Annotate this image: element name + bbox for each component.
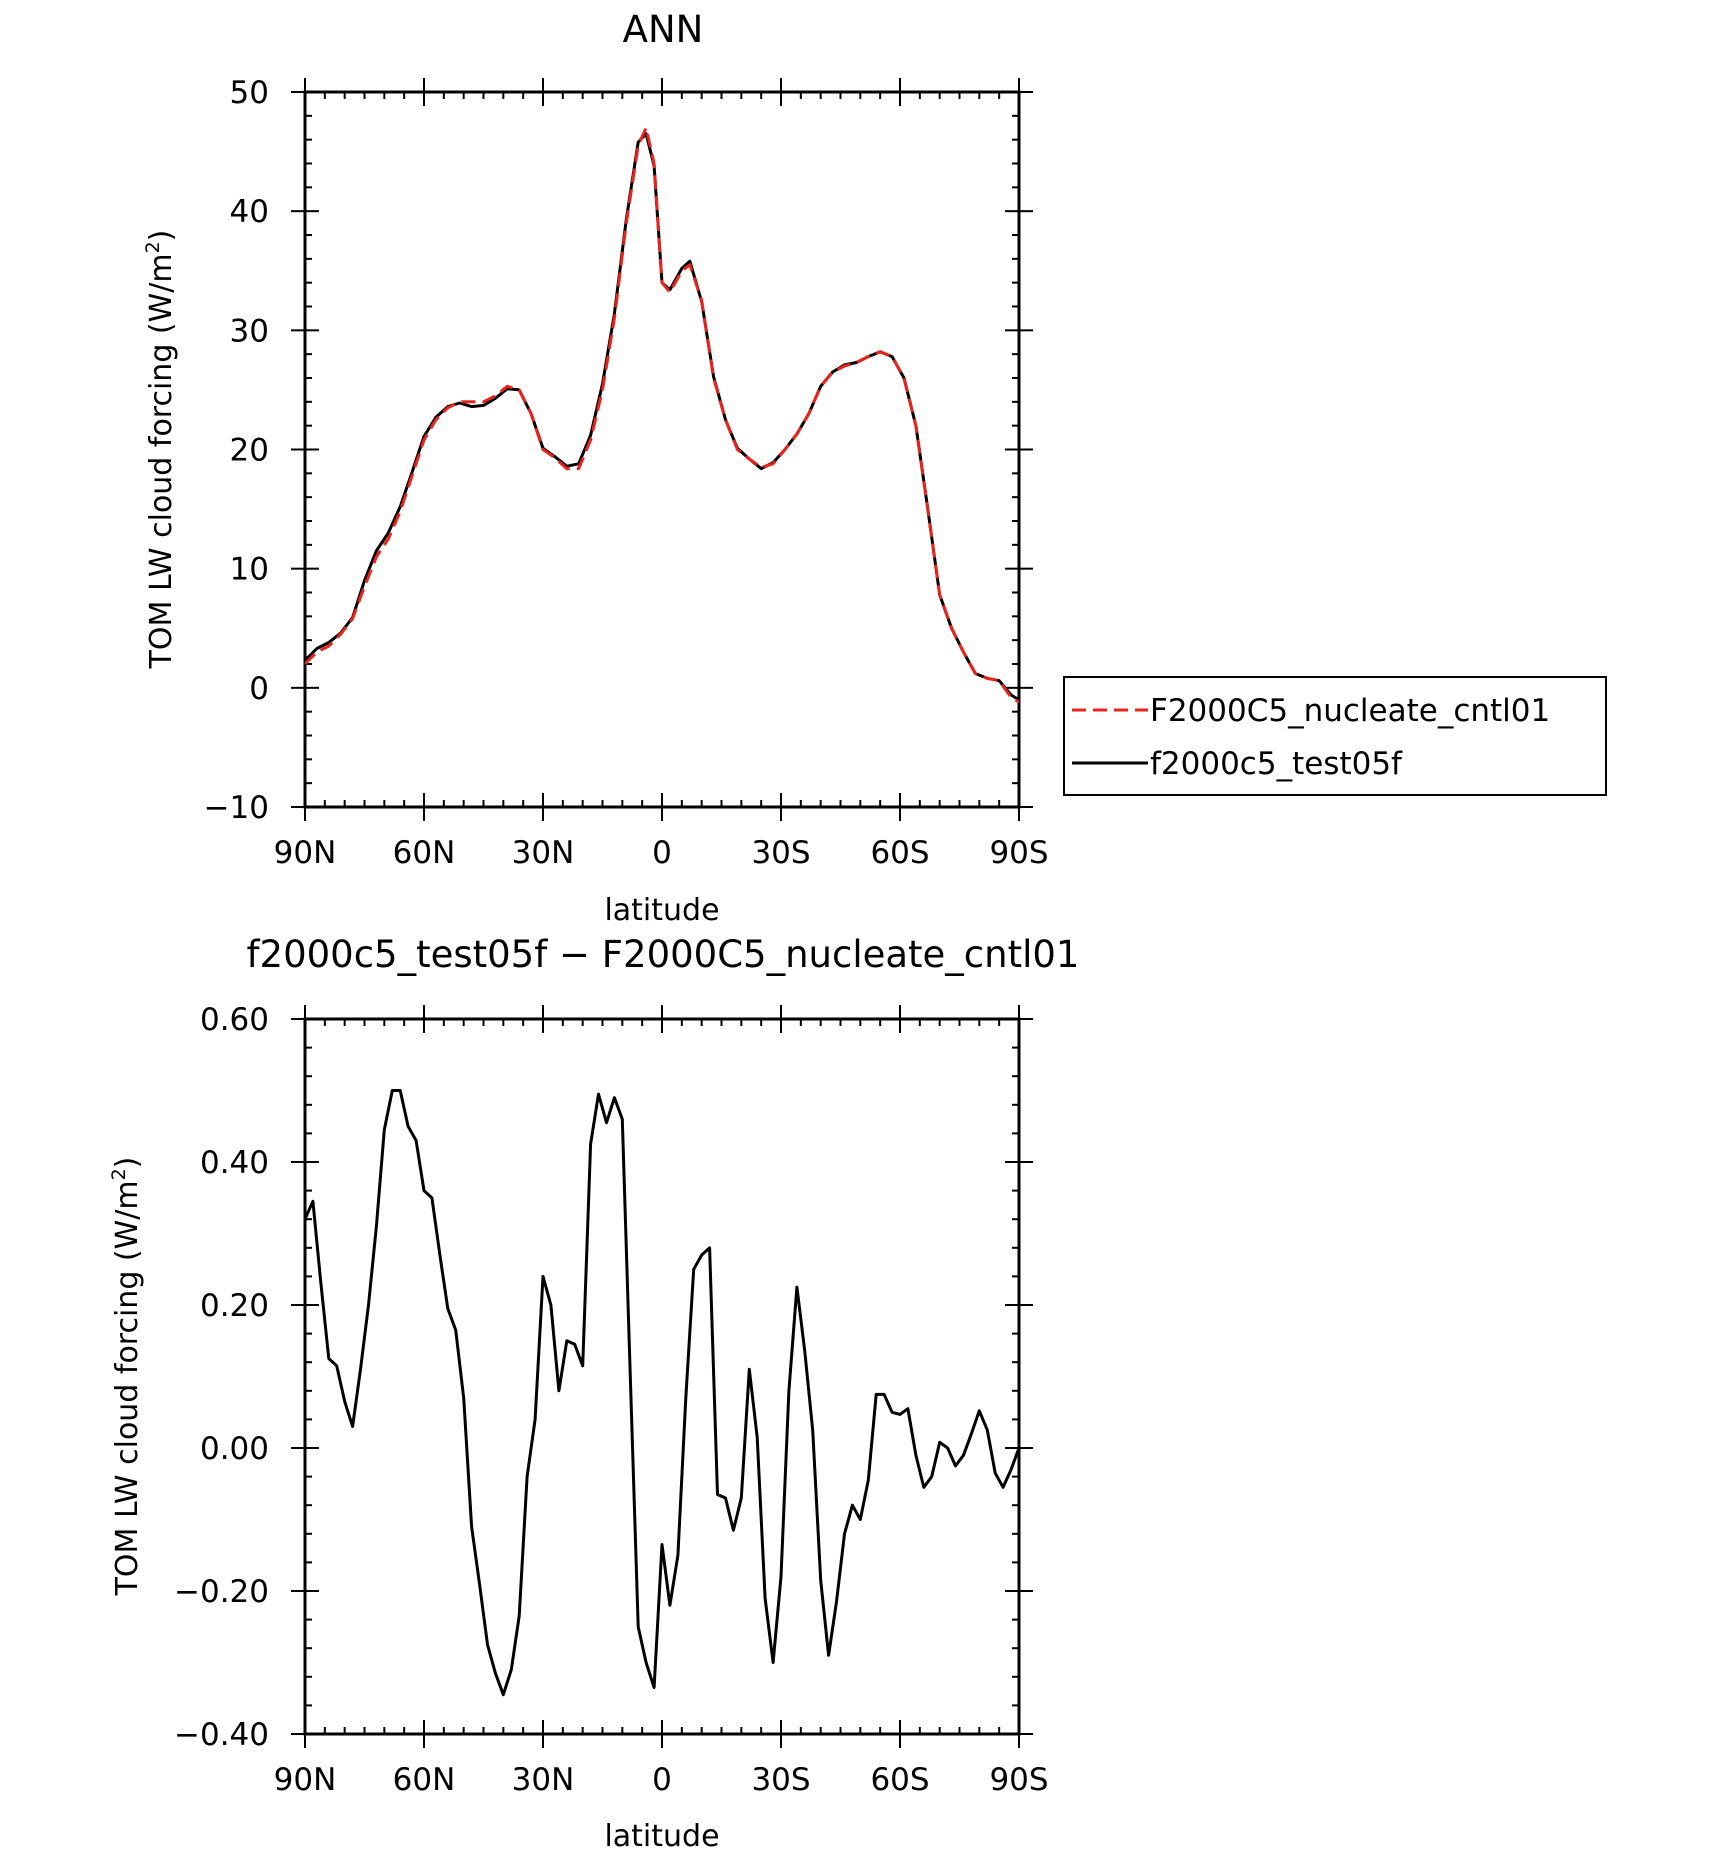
- legend-box: [1063, 676, 1607, 796]
- legend-label-test05f: f2000c5_test05f: [1150, 746, 1403, 782]
- top-plot-frame: [303, 90, 1021, 809]
- bottom-series-group: [305, 1089, 1019, 1697]
- y-tick-label: 40: [230, 194, 269, 230]
- y-tick-label: 0.20: [200, 1288, 269, 1324]
- series-line-cntl01: [305, 126, 1019, 704]
- top-ticks: 90N 60N 30N 0 30S 60S 90S −10 0 10 20 30 40 50: [204, 75, 1049, 871]
- bottom-plot-frame: [303, 1017, 1021, 1736]
- y-tick-label: 50: [230, 75, 269, 111]
- x-tick-label: 60S: [870, 1762, 929, 1798]
- x-tick-label: 0: [652, 1762, 672, 1798]
- y-tick-label: 0: [249, 671, 269, 707]
- x-tick-label: 90N: [274, 1762, 337, 1798]
- y-tick-label: 0.00: [200, 1431, 269, 1467]
- x-tick-label: 30N: [512, 835, 575, 871]
- x-tick-label: 90N: [274, 835, 337, 871]
- legend-label-cntl01: F2000C5_nucleate_cntl01: [1150, 693, 1550, 729]
- bottom-x-axis-label: latitude: [604, 1819, 719, 1850]
- x-tick-label: 60N: [393, 835, 456, 871]
- series-line-test05f: [305, 1089, 1019, 1697]
- y-tick-label: −10: [204, 790, 269, 826]
- y-tick-label: 0.40: [200, 1145, 269, 1181]
- x-tick-label: 90S: [989, 1762, 1048, 1798]
- top-x-axis-label: latitude: [604, 893, 719, 928]
- y-tick-label: 10: [230, 552, 269, 588]
- x-tick-label: 30S: [751, 835, 810, 871]
- x-tick-label: 60N: [393, 1762, 456, 1798]
- y-tick-label: −0.40: [174, 1717, 269, 1753]
- top-chart-title: ANN: [623, 8, 704, 51]
- x-tick-label: 30N: [512, 1762, 575, 1798]
- x-tick-label: 90S: [989, 835, 1048, 871]
- x-tick-label: 30S: [751, 1762, 810, 1798]
- top-chart-panel: ANN 90N 60N 30N 0 30S 60S 90S −10 0 10 20 30 40 50 la…: [142, 8, 1607, 928]
- y-tick-label: −0.20: [174, 1574, 269, 1610]
- y-tick-label: 20: [230, 433, 269, 469]
- bottom-chart-title: f2000c5_test05f − F2000C5_nucleate_cntl0…: [247, 933, 1080, 976]
- x-tick-label: 60S: [870, 835, 929, 871]
- bottom-y-axis-label: TOM LW cloud forcing (W/m2): [108, 1157, 145, 1597]
- series-line-test05f: [305, 132, 1019, 702]
- bottom-ticks: 90N 60N 30N 0 30S 60S 90S −0.40 −0.20 0.00 0.20 0.4…: [174, 1002, 1049, 1798]
- top-y-axis-label: TOM LW cloud forcing (W/m2): [142, 230, 179, 670]
- bottom-chart-panel: f2000c5_test05f − F2000C5_nucleate_cntl0…: [108, 933, 1079, 1850]
- top-series-group: [305, 126, 1019, 704]
- y-tick-label: 30: [230, 313, 269, 349]
- x-tick-label: 0: [652, 835, 672, 871]
- legend: F2000C5_nucleate_cntl01 f2000c5_test05f: [1063, 676, 1607, 796]
- y-tick-label: 0.60: [200, 1002, 269, 1038]
